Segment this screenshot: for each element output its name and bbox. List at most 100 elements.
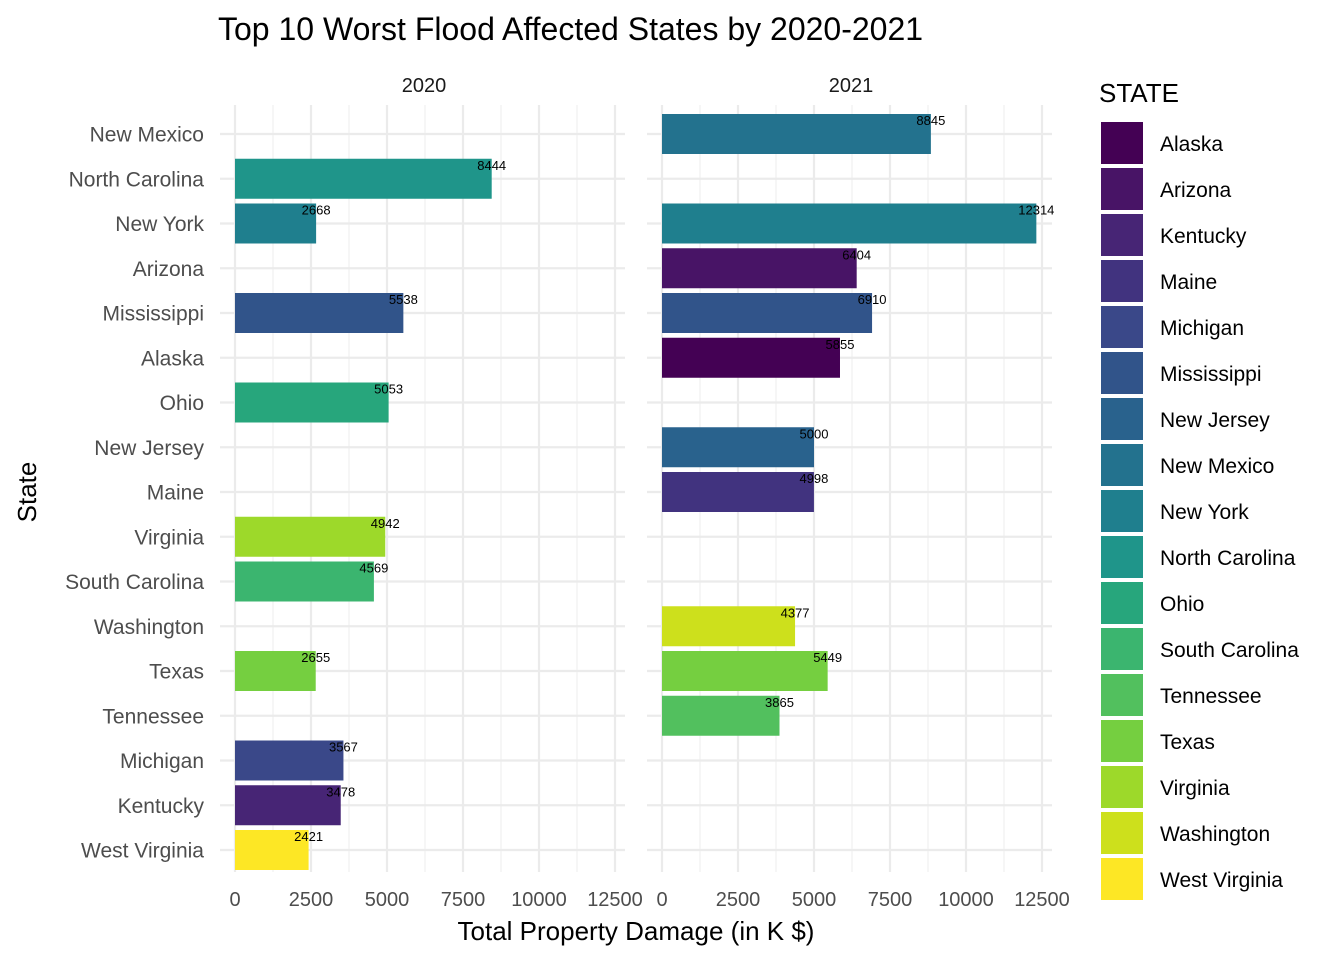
y-tick-label: West Virginia (81, 840, 204, 863)
bar (235, 740, 344, 781)
bar (235, 516, 386, 557)
legend-label: Arizona (1160, 179, 1232, 202)
legend-title: STATE (1099, 78, 1179, 108)
legend-label: Kentucky (1160, 225, 1247, 248)
legend-swatch (1101, 168, 1143, 210)
bar-value-label: 12314 (1018, 203, 1054, 218)
bar-value-label: 2668 (302, 203, 331, 218)
bar-value-label: 6404 (842, 247, 871, 262)
y-tick-label: Kentucky (118, 795, 205, 818)
panel-2021: 2021 8845 12314 6404 6910 5855 5000 4998 4377 544… (647, 75, 1070, 911)
x-tick-label: 10000 (938, 889, 994, 911)
legend-swatch (1101, 536, 1143, 578)
bar-value-label: 3478 (326, 784, 355, 799)
bar-value-label: 5000 (800, 426, 829, 441)
legend-label: Mississippi (1160, 363, 1262, 386)
x-tick-label: 2500 (716, 889, 761, 911)
bar (662, 427, 814, 468)
bar-value-label: 5855 (826, 337, 855, 352)
x-tick-label: 7500 (441, 889, 486, 911)
legend-label: Ohio (1160, 593, 1204, 616)
bar-value-label: 5053 (374, 382, 403, 397)
y-axis-tick-labels: New Mexico North Carolina New York Arizona M… (65, 124, 204, 863)
legend-label: Alaska (1160, 133, 1223, 156)
bar-value-label: 2421 (294, 829, 323, 844)
bar-value-label: 2655 (301, 650, 330, 665)
legend-label: North Carolina (1160, 547, 1296, 570)
bar-value-label: 4569 (359, 561, 388, 576)
legend-label: South Carolina (1160, 639, 1299, 662)
bar (662, 203, 1037, 244)
legend-label: Virginia (1160, 777, 1230, 800)
legend-swatch (1101, 628, 1143, 670)
legend-label: West Virginia (1160, 869, 1283, 892)
bar-value-label: 8444 (477, 158, 506, 173)
bar (662, 114, 931, 154)
legend-swatch (1101, 306, 1143, 348)
legend-swatch (1101, 812, 1143, 854)
bar-value-label: 3567 (329, 740, 358, 755)
bar (662, 293, 873, 333)
bar-value-label: 4998 (799, 471, 828, 486)
bar-value-label: 5449 (813, 650, 842, 665)
legend-swatch (1101, 444, 1143, 486)
bar-value-label: 4942 (371, 516, 400, 531)
legend: STATE Alaska Arizona Kentucky Maine Michigan… (1099, 78, 1299, 900)
legend-swatch (1101, 766, 1143, 808)
bar (235, 382, 389, 423)
bar (662, 651, 828, 691)
legend-swatch (1101, 582, 1143, 624)
legend-label: New York (1160, 501, 1249, 524)
y-tick-label: Virginia (134, 526, 204, 549)
y-tick-label: Washington (94, 616, 204, 639)
bar-value-label: 6910 (858, 292, 887, 307)
panel-strip-label: 2021 (829, 75, 874, 97)
bar-value-label: 5538 (389, 292, 418, 307)
chart-panels: 2020 8444 2668 5538 5053 4942 4569 2655 3567 3478… (220, 75, 1070, 911)
bar (235, 785, 341, 826)
x-tick-label: 2500 (289, 889, 334, 911)
bar-value-label: 4377 (781, 605, 810, 620)
y-tick-label: Alaska (141, 347, 204, 370)
legend-swatch (1101, 490, 1143, 532)
y-tick-label: Maine (147, 482, 204, 505)
legend-label: Maine (1160, 271, 1217, 294)
legend-label: Tennessee (1160, 685, 1262, 708)
legend-swatch (1101, 214, 1143, 256)
bar (235, 561, 374, 602)
legend-swatch (1101, 398, 1143, 440)
legend-swatch (1101, 720, 1143, 762)
x-tick-label: 5000 (365, 889, 410, 911)
x-tick-label: 10000 (511, 889, 567, 911)
bar (662, 248, 857, 289)
y-tick-label: Tennessee (102, 705, 204, 728)
legend-swatch (1101, 122, 1143, 164)
bar (235, 158, 492, 199)
bar (235, 830, 309, 870)
bar (235, 203, 317, 244)
bar (662, 472, 814, 512)
legend-swatch (1101, 674, 1143, 716)
legend-label: New Mexico (1160, 455, 1274, 478)
x-tick-label: 12500 (587, 889, 643, 911)
y-tick-label: Ohio (160, 392, 204, 415)
legend-label: Washington (1160, 823, 1270, 846)
y-tick-label: Arizona (133, 258, 205, 281)
y-tick-label: New York (115, 213, 204, 236)
bar (662, 606, 796, 647)
y-tick-label: Michigan (120, 750, 204, 773)
y-axis-title: State (12, 462, 42, 523)
x-axis-title: Total Property Damage (in K $) (458, 916, 815, 946)
legend-label: New Jersey (1160, 409, 1270, 432)
x-tick-label: 0 (229, 889, 240, 911)
chart-title: Top 10 Worst Flood Affected States by 20… (218, 11, 923, 47)
y-tick-label: North Carolina (69, 168, 205, 191)
x-tick-label: 5000 (792, 889, 837, 911)
bar-value-label: 8845 (916, 113, 945, 128)
y-tick-label: Mississippi (102, 303, 204, 326)
panel-2020: 2020 8444 2668 5538 5053 4942 4569 2655 3567 3478… (220, 75, 643, 911)
y-tick-label: New Jersey (94, 437, 204, 460)
x-tick-label: 7500 (868, 889, 913, 911)
panel-strip-label: 2020 (402, 75, 447, 97)
